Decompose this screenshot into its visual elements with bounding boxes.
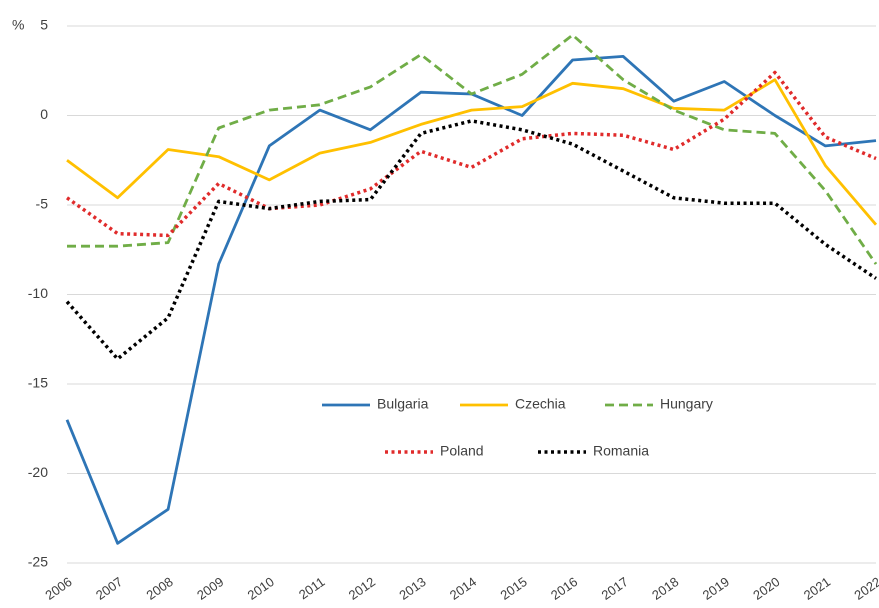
y-tick-label: 5 bbox=[40, 17, 48, 33]
x-tick-label: 2015 bbox=[497, 574, 529, 603]
series-line bbox=[65, 55, 877, 545]
x-tick-label: 2013 bbox=[396, 574, 428, 603]
legend-label: Bulgaria bbox=[377, 396, 429, 412]
x-tick-label: 2019 bbox=[700, 574, 732, 603]
x-tick-label: 2016 bbox=[548, 574, 580, 603]
x-tick-label: 2009 bbox=[194, 574, 226, 603]
legend-label: Hungary bbox=[660, 396, 713, 412]
y-tick-label: 0 bbox=[40, 106, 48, 122]
legend-label: Poland bbox=[440, 443, 484, 459]
legend-label: Czechia bbox=[515, 396, 566, 412]
series-line bbox=[67, 33, 878, 265]
y-tick-label: -5 bbox=[36, 196, 49, 212]
series-line bbox=[65, 119, 877, 361]
y-tick-label: -10 bbox=[28, 285, 48, 301]
x-tick-label: 2017 bbox=[599, 574, 631, 603]
y-tick-label: -20 bbox=[28, 464, 48, 480]
x-tick-label: 2022 bbox=[851, 574, 879, 603]
series-line bbox=[65, 70, 877, 238]
series-line bbox=[66, 78, 878, 226]
x-tick-label: 2008 bbox=[144, 574, 176, 603]
x-tick-label: 2020 bbox=[750, 574, 782, 603]
x-tick-label: 2007 bbox=[93, 574, 125, 603]
y-axis-label: % bbox=[12, 17, 24, 33]
x-tick-label: 2006 bbox=[42, 574, 74, 603]
y-tick-label: -25 bbox=[28, 554, 48, 570]
x-tick-label: 2011 bbox=[296, 574, 328, 602]
x-tick-label: 2014 bbox=[447, 574, 479, 603]
x-tick-label: 2010 bbox=[245, 574, 277, 603]
legend-label: Romania bbox=[593, 443, 649, 459]
x-tick-label: 2018 bbox=[649, 574, 681, 603]
x-tick-label: 2021 bbox=[801, 574, 833, 603]
y-tick-label: -15 bbox=[28, 375, 48, 391]
x-tick-label: 2012 bbox=[346, 574, 378, 603]
